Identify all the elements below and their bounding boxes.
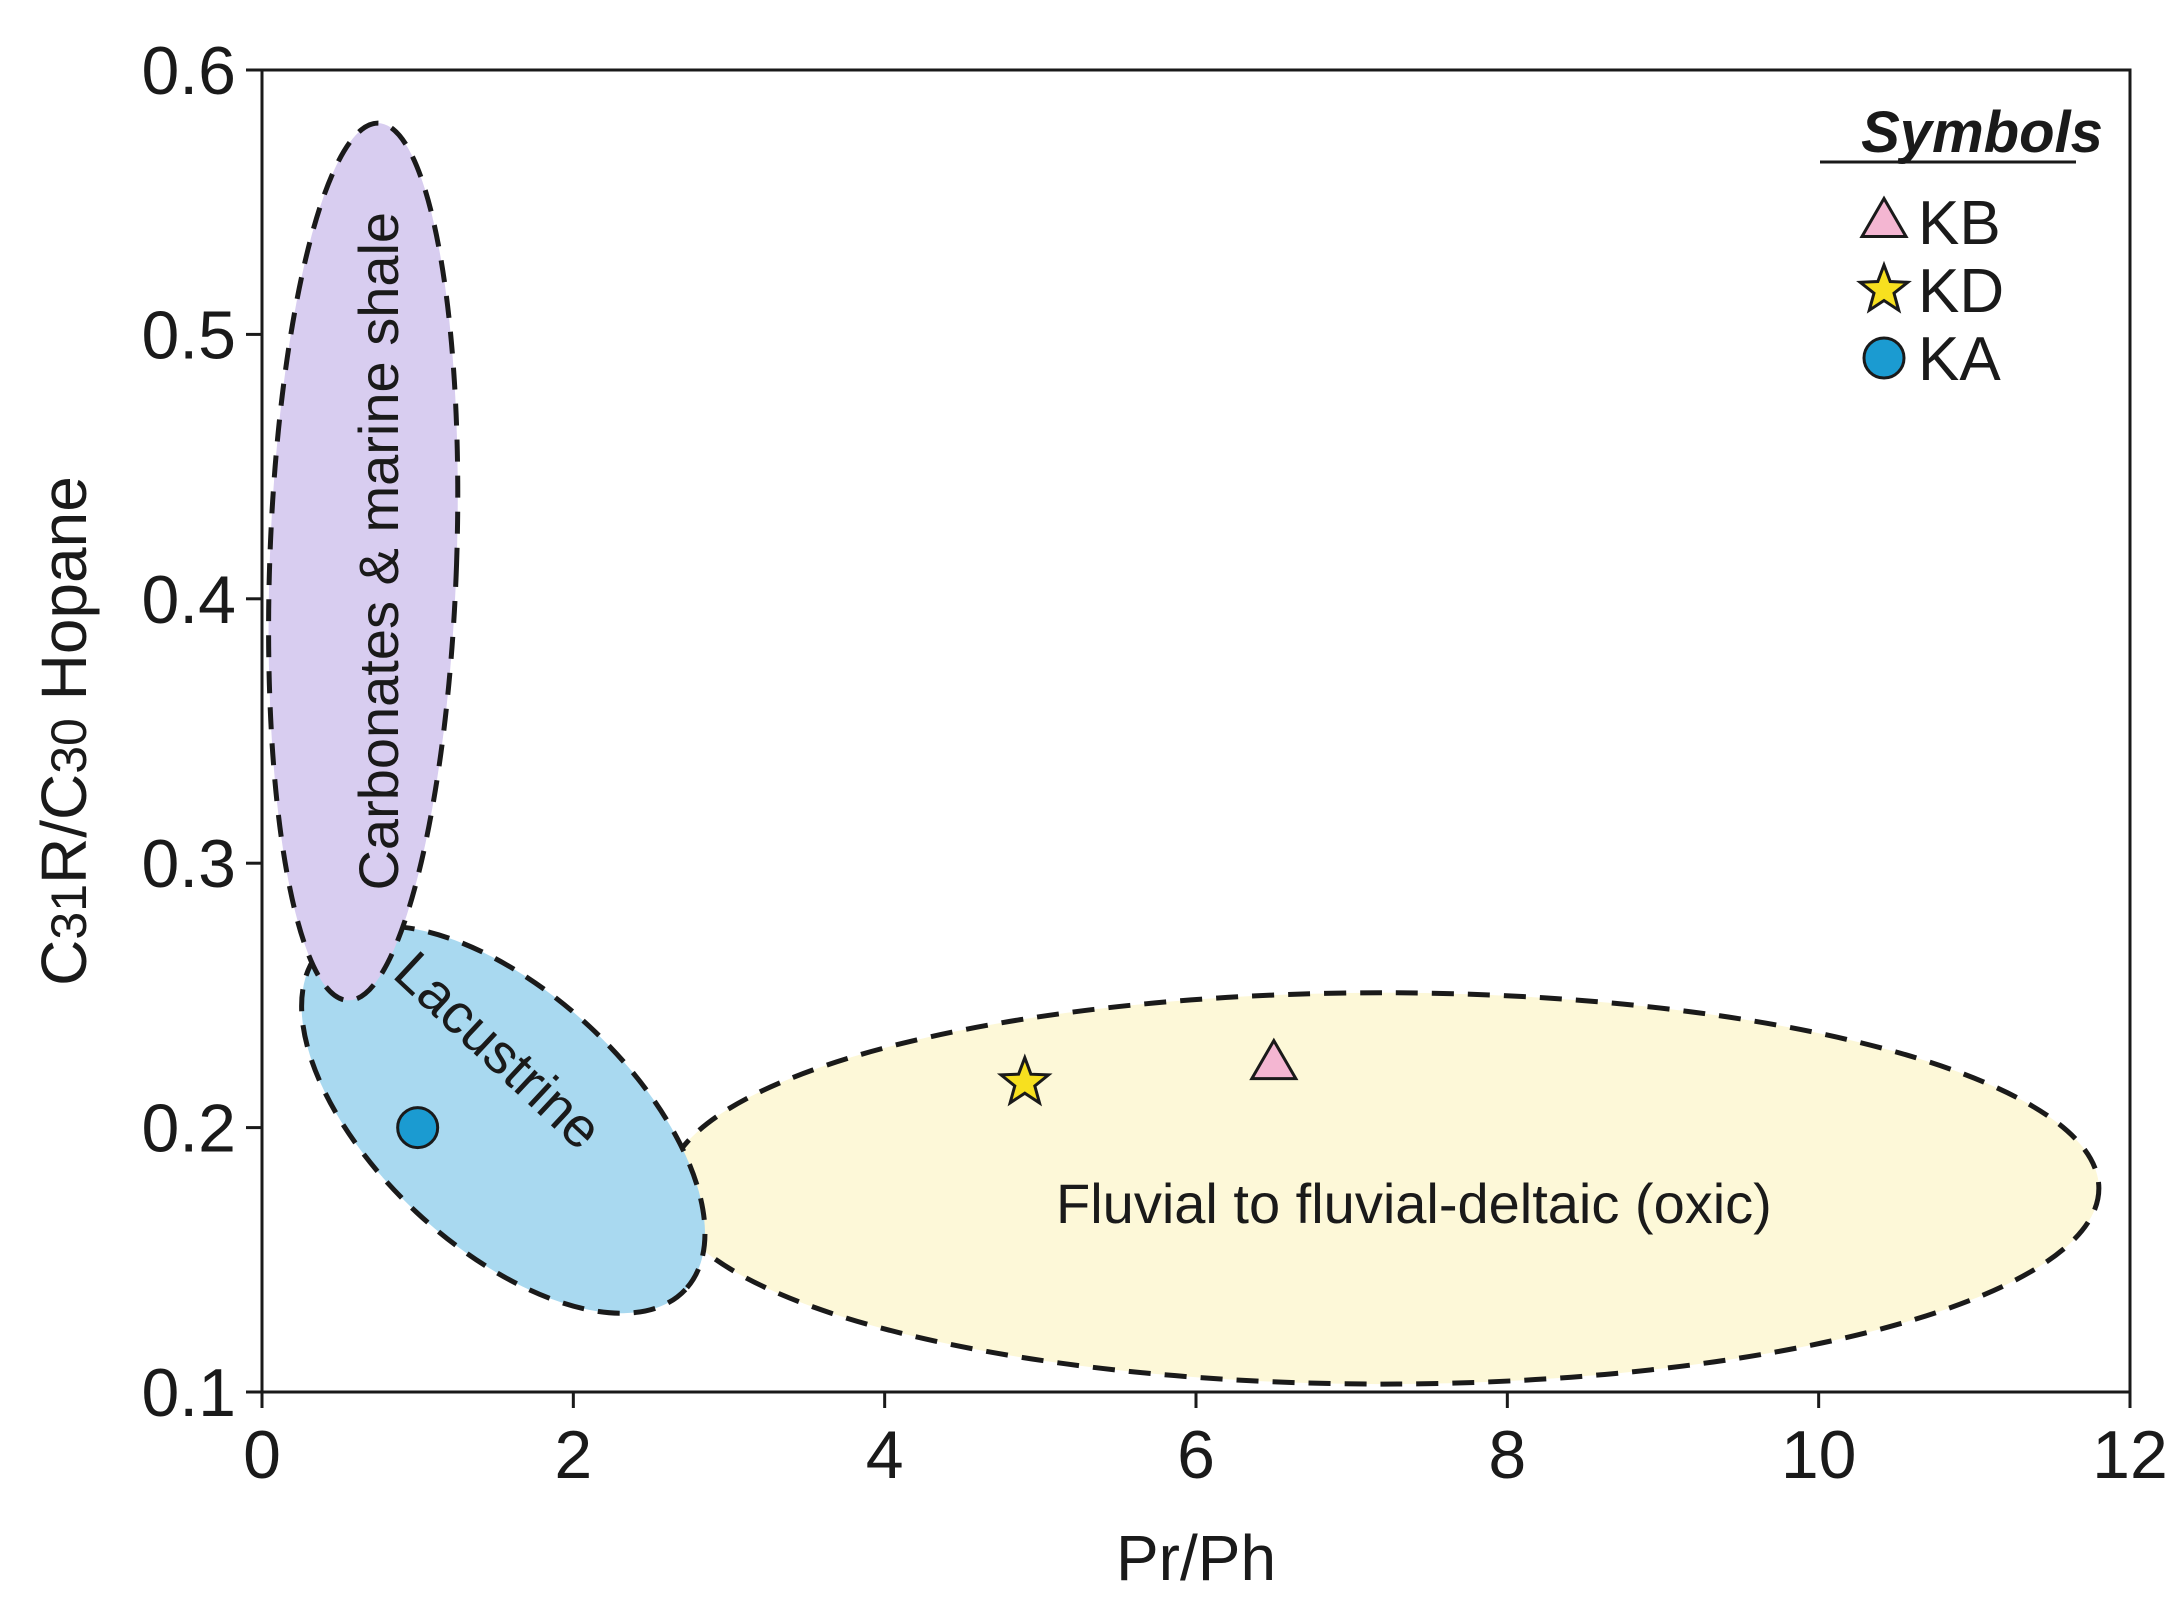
region-label: Carbonates & marine shale (347, 212, 410, 891)
x-tick-label: 6 (1177, 1417, 1215, 1493)
y-tick-label: 0.1 (141, 1355, 236, 1431)
data-points (396, 1037, 1299, 1150)
y-axis-title-part: Hopane (28, 476, 100, 718)
y-axis-title-subscript: 31 (41, 884, 97, 940)
legend-label: KA (1918, 325, 2001, 394)
y-tick-label: 0.3 (141, 826, 236, 902)
point-circle (396, 1106, 440, 1150)
y-axis-title: C31R/C30 Hopane (28, 476, 100, 986)
x-tick-label: 2 (554, 1417, 592, 1493)
x-tick-label: 12 (2092, 1417, 2166, 1493)
point-circle (1862, 336, 1906, 380)
y-tick-label: 0.6 (141, 33, 236, 109)
y-tick-label: 0.4 (141, 562, 236, 638)
x-tick-label: 4 (866, 1417, 904, 1493)
legend-title: Symbols (1861, 100, 2103, 165)
x-tick-label: 0 (243, 1417, 281, 1493)
y-axis-ticks: 0.1 0.2 0.3 0.4 0.5 0.6 (141, 33, 262, 1431)
legend-marker-ka (1862, 336, 1906, 380)
y-tick-label: 0.5 (141, 297, 236, 373)
legend-marker-kd (1856, 260, 1912, 314)
point-triangle (1249, 1037, 1299, 1081)
y-axis-title-subscript: 30 (41, 718, 97, 774)
legend-label: KD (1918, 257, 2004, 326)
point-triangle (1859, 195, 1909, 238)
region-label: Fluvial to fluvial-deltaic (oxic) (1056, 1172, 1772, 1235)
legend-label: KB (1918, 189, 2001, 258)
region-ellipse (299, 923, 708, 1316)
y-tick-label: 0.2 (141, 1091, 236, 1167)
point-star (1856, 260, 1912, 314)
x-axis-title: Pr/Ph (1116, 1522, 1276, 1594)
region-ellipse (266, 120, 461, 1003)
x-tick-label: 10 (1781, 1417, 1857, 1493)
point-star (996, 1053, 1053, 1107)
x-axis-ticks: 0 2 4 6 8 10 12 (243, 1392, 2166, 1493)
legend-marker-kb (1859, 195, 1909, 238)
y-axis-title-part: C (28, 940, 100, 986)
y-axis-title-part: R/C (28, 774, 100, 884)
x-tick-label: 8 (1488, 1417, 1526, 1493)
